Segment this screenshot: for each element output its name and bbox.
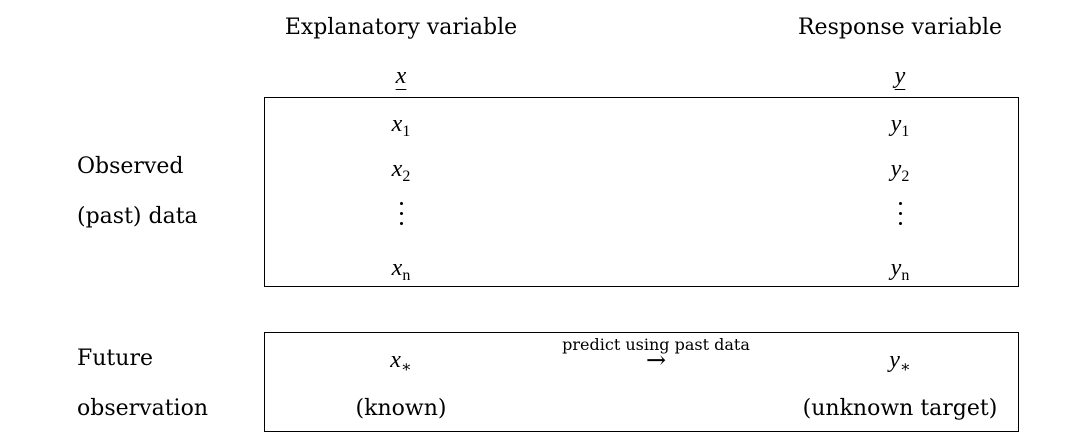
y-symbol: y: [894, 63, 906, 89]
y1-value: y1: [890, 111, 910, 140]
x-symbol: x: [395, 63, 407, 89]
yn-value: yn: [890, 255, 910, 284]
xn-value: xn: [391, 255, 411, 284]
x-star-value: x∗: [390, 347, 412, 376]
future-label: Future: [77, 346, 153, 371]
observation-label: observation: [77, 396, 208, 421]
unknown-target-note: (unknown target): [802, 396, 998, 421]
observed-label: Observed: [77, 154, 184, 179]
explanatory-variable-header: Explanatory variable: [284, 15, 518, 40]
past-data-label: (past) data: [77, 204, 198, 229]
x1-value: x1: [391, 111, 411, 140]
x2-value: x2: [391, 156, 411, 185]
response-variable-header: Response variable: [797, 15, 1003, 40]
y-star-value: y∗: [889, 347, 911, 376]
predict-label: predict using past data: [562, 335, 750, 354]
y-vdots: [897, 202, 903, 228]
known-note: (known): [355, 396, 447, 421]
y2-value: y2: [890, 156, 910, 185]
observed-data-box: [264, 97, 1019, 287]
x-vdots: [398, 202, 404, 228]
predict-arrow-icon: →: [645, 346, 667, 374]
future-observation-box: [264, 332, 1019, 432]
